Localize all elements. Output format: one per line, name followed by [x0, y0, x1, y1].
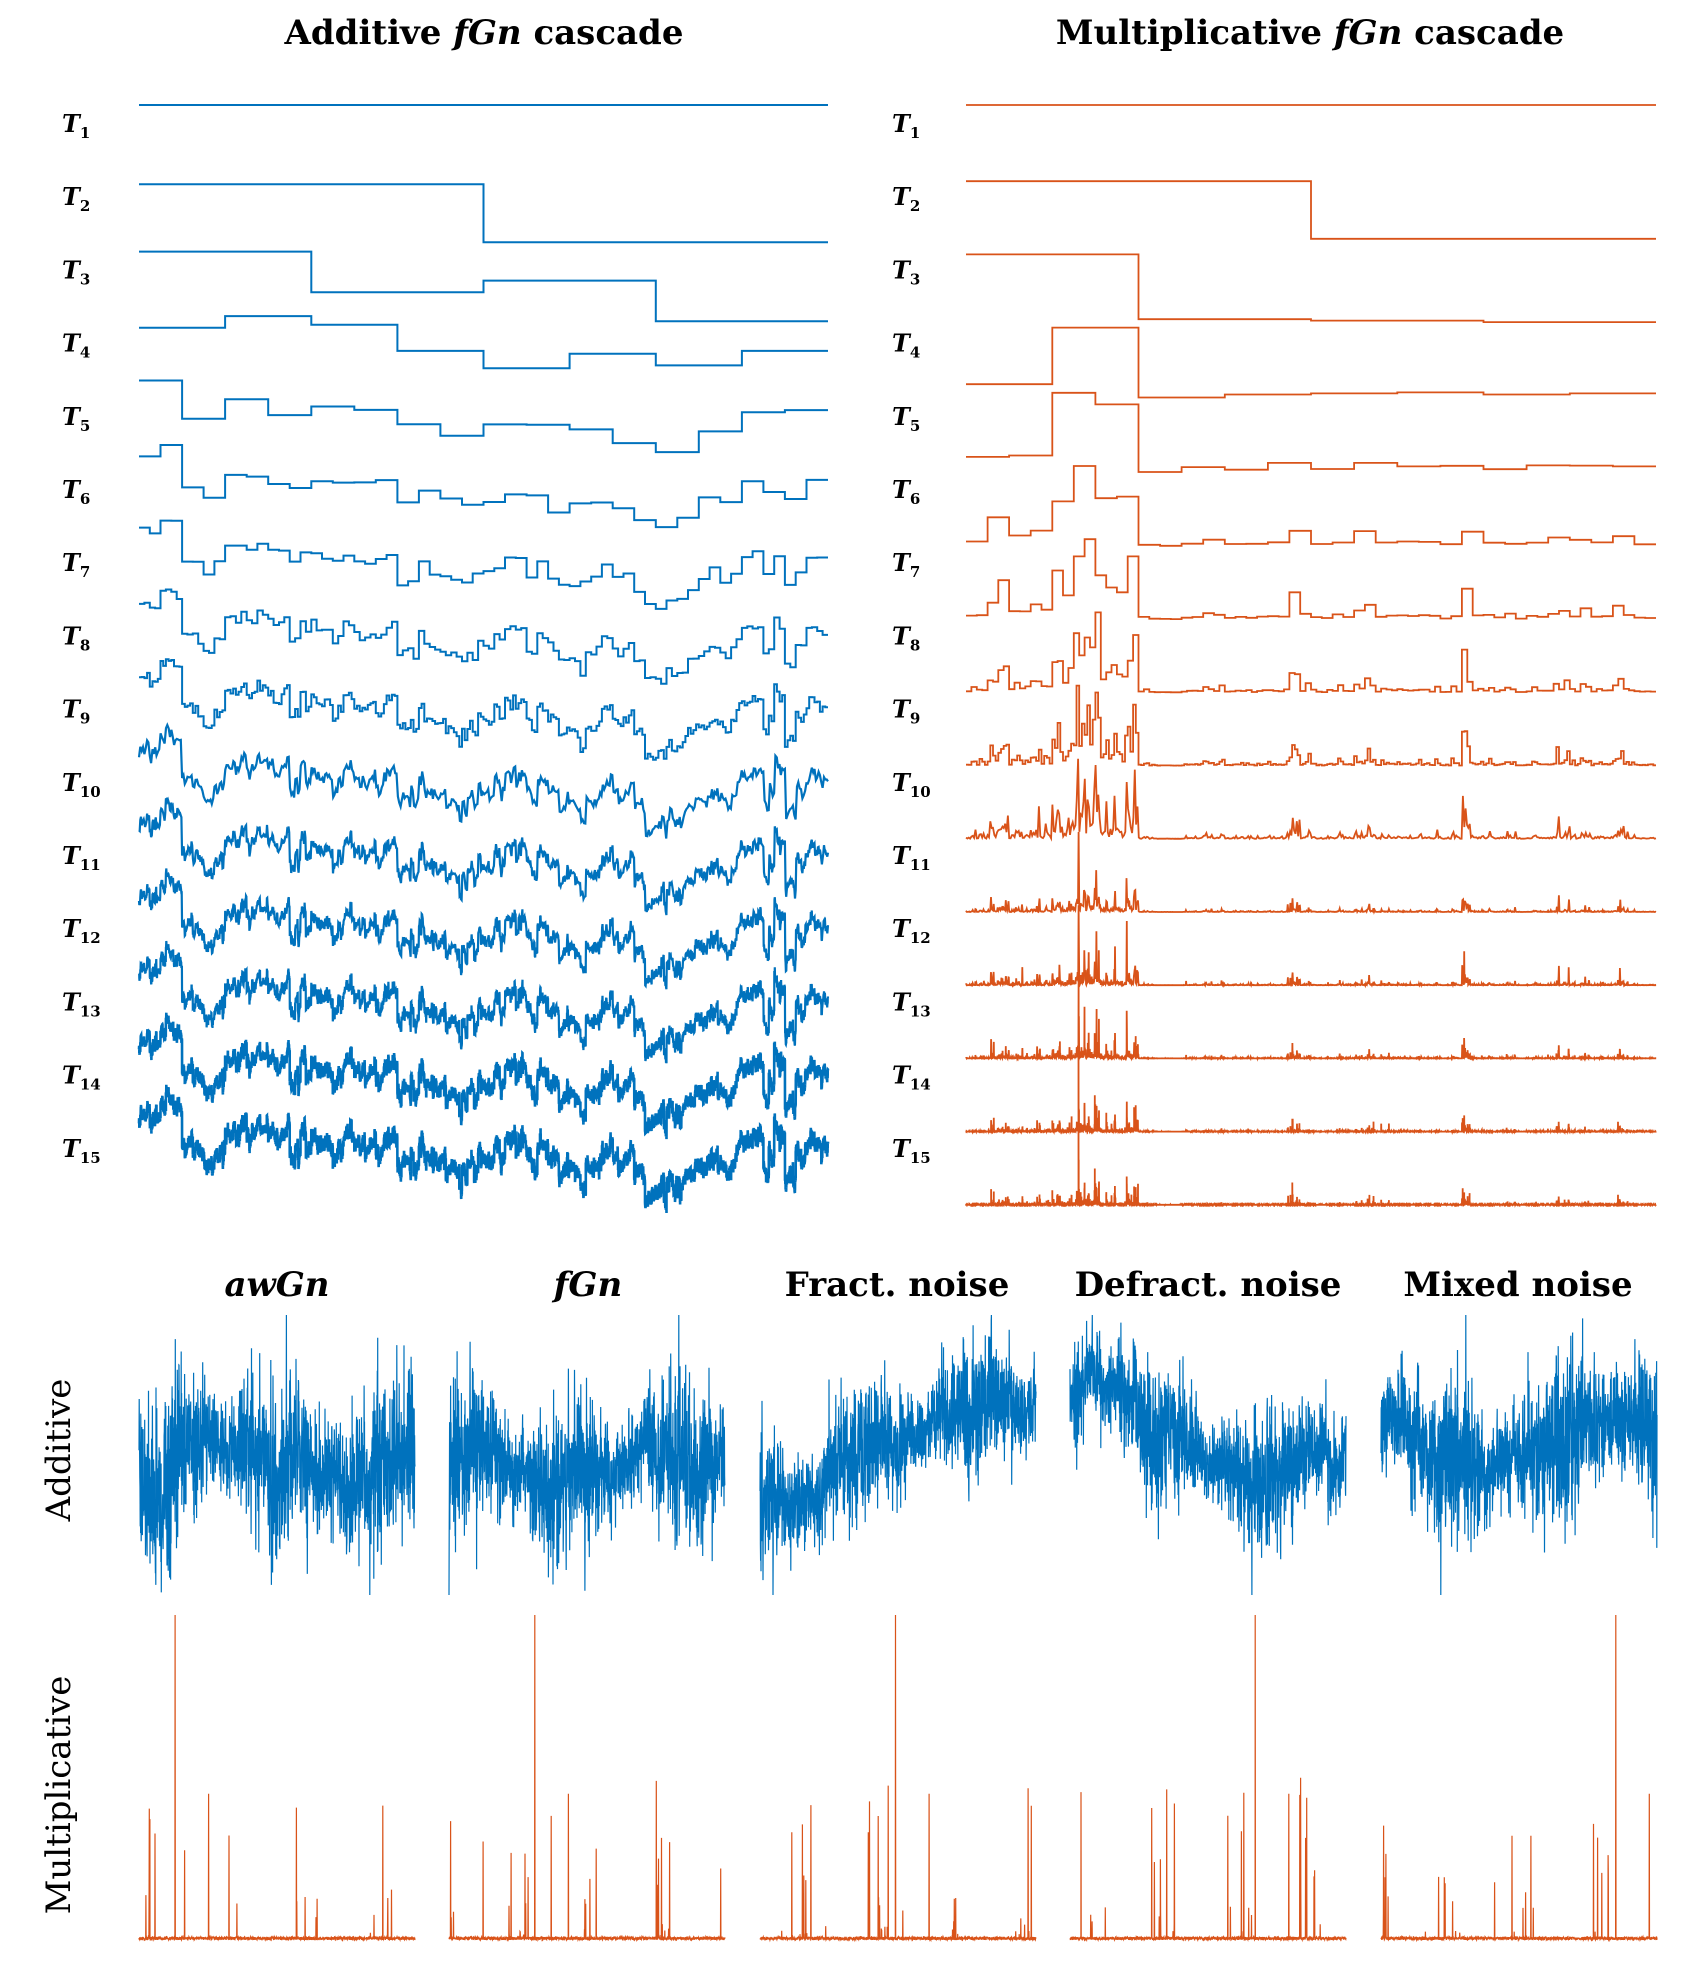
additive-label-T1: T1	[62, 109, 90, 142]
multiplicative-label-T1: T1	[892, 109, 920, 142]
multiplicative-label-T15: T15	[892, 1134, 931, 1167]
multiplicative-cascade-title: Multiplicative fGn cascade	[1056, 13, 1564, 53]
column-title-mixed-noise: Mixed noise	[1403, 1265, 1632, 1305]
multiplicative-label-T5: T5	[892, 402, 920, 435]
multiplicative-awgn-trace	[138, 1614, 416, 1943]
additive-series-T8	[139, 588, 828, 685]
multiplicative-label-T8: T8	[892, 621, 920, 654]
multiplicative-series-T3	[966, 253, 1656, 323]
multiplicative-cascade-panel: T1 T2 T3 T4 T5 T6 T7 T8 T9 T10 T11 T12 T13 T14 T15	[892, 104, 1657, 1208]
additive-label-T12: T12	[62, 914, 101, 947]
multiplicative-series-T2	[966, 180, 1656, 240]
additive-series-T10	[137, 722, 829, 839]
multiplicative-series-T7	[966, 538, 1656, 620]
multiplicative-label-T11: T11	[892, 841, 931, 874]
additive-fract-noise-trace	[759, 1314, 1037, 1596]
additive-cascade-panel: T1 T2 T3 T4 T5 T6 T7 T8 T9 T10 T11 T12 T13 T14 T15	[62, 104, 830, 1214]
additive-series-T12	[137, 868, 830, 990]
additive-series-T11	[138, 796, 830, 916]
additive-awgn-trace	[138, 1314, 416, 1596]
additive-label-T4: T4	[62, 329, 90, 362]
multiplicative-series-T13	[965, 978, 1657, 1062]
multiplicative-series-T5	[966, 391, 1656, 473]
additive-series-T14	[137, 1012, 830, 1140]
additive-label-T7: T7	[62, 548, 90, 581]
multiplicative-label-T14: T14	[892, 1061, 931, 1094]
additive-label-T13: T13	[62, 987, 101, 1020]
additive-series-T15	[137, 1084, 830, 1214]
multiplicative-label-T9: T9	[892, 695, 920, 728]
multiplicative-series-T9	[966, 684, 1656, 767]
additive-series-T9	[139, 658, 828, 761]
multiplicative-series-T6	[966, 465, 1656, 547]
row-label-additive: Additive	[39, 1379, 79, 1523]
multiplicative-label-T6: T6	[892, 475, 920, 508]
additive-series-T7	[139, 519, 828, 610]
multiplicative-series-T12	[965, 905, 1657, 989]
multiplicative-label-T12: T12	[892, 914, 931, 947]
row-label-multiplicative: Multiplicative	[39, 1676, 79, 1915]
multiplicative-label-T3: T3	[892, 255, 920, 288]
column-title-awgn: awGn	[224, 1265, 329, 1305]
additive-mixed-noise-trace	[1380, 1314, 1658, 1596]
additive-label-T14: T14	[62, 1061, 101, 1094]
multiplicative-mixed-noise-trace	[1380, 1614, 1658, 1943]
additive-cascade-title: Additive fGn cascade	[284, 13, 684, 53]
multiplicative-label-T4: T4	[892, 329, 920, 362]
additive-label-T11: T11	[62, 841, 101, 874]
multiplicative-fract-noise-trace	[759, 1614, 1037, 1943]
noise-grid	[138, 1314, 1658, 1943]
multiplicative-series-T11	[965, 831, 1657, 915]
multiplicative-series-T8	[966, 611, 1656, 694]
multiplicative-label-T13: T13	[892, 987, 931, 1020]
multiplicative-label-T7: T7	[892, 548, 920, 581]
additive-series-T2	[139, 183, 828, 244]
additive-label-T5: T5	[62, 402, 90, 435]
column-title-fract-noise: Fract. noise	[785, 1265, 1010, 1305]
multiplicative-series-T15	[965, 1124, 1657, 1208]
additive-series-T6	[139, 444, 828, 529]
additive-series-T4	[139, 315, 828, 370]
additive-label-T15: T15	[62, 1134, 101, 1167]
additive-series-T3	[139, 250, 828, 323]
additive-label-T8: T8	[62, 621, 90, 654]
additive-fgn-trace	[448, 1314, 726, 1596]
additive-label-T2: T2	[62, 182, 90, 215]
additive-label-T3: T3	[62, 255, 90, 288]
multiplicative-label-T10: T10	[892, 768, 931, 801]
additive-series-T5	[139, 379, 828, 454]
multiplicative-fgn-trace	[448, 1614, 726, 1943]
column-title-fgn: fGn	[552, 1265, 622, 1305]
multiplicative-defract-noise-trace	[1069, 1614, 1347, 1943]
column-title-defract-noise: Defract. noise	[1075, 1265, 1342, 1305]
additive-series-T13	[138, 940, 830, 1064]
multiplicative-series-T4	[966, 326, 1656, 399]
multiplicative-series-T10	[965, 758, 1657, 842]
multiplicative-series-T14	[965, 1051, 1657, 1136]
additive-label-T6: T6	[62, 475, 90, 508]
additive-label-T10: T10	[62, 768, 101, 801]
additive-defract-noise-trace	[1069, 1314, 1347, 1596]
multiplicative-label-T2: T2	[892, 182, 920, 215]
additive-label-T9: T9	[62, 695, 90, 728]
